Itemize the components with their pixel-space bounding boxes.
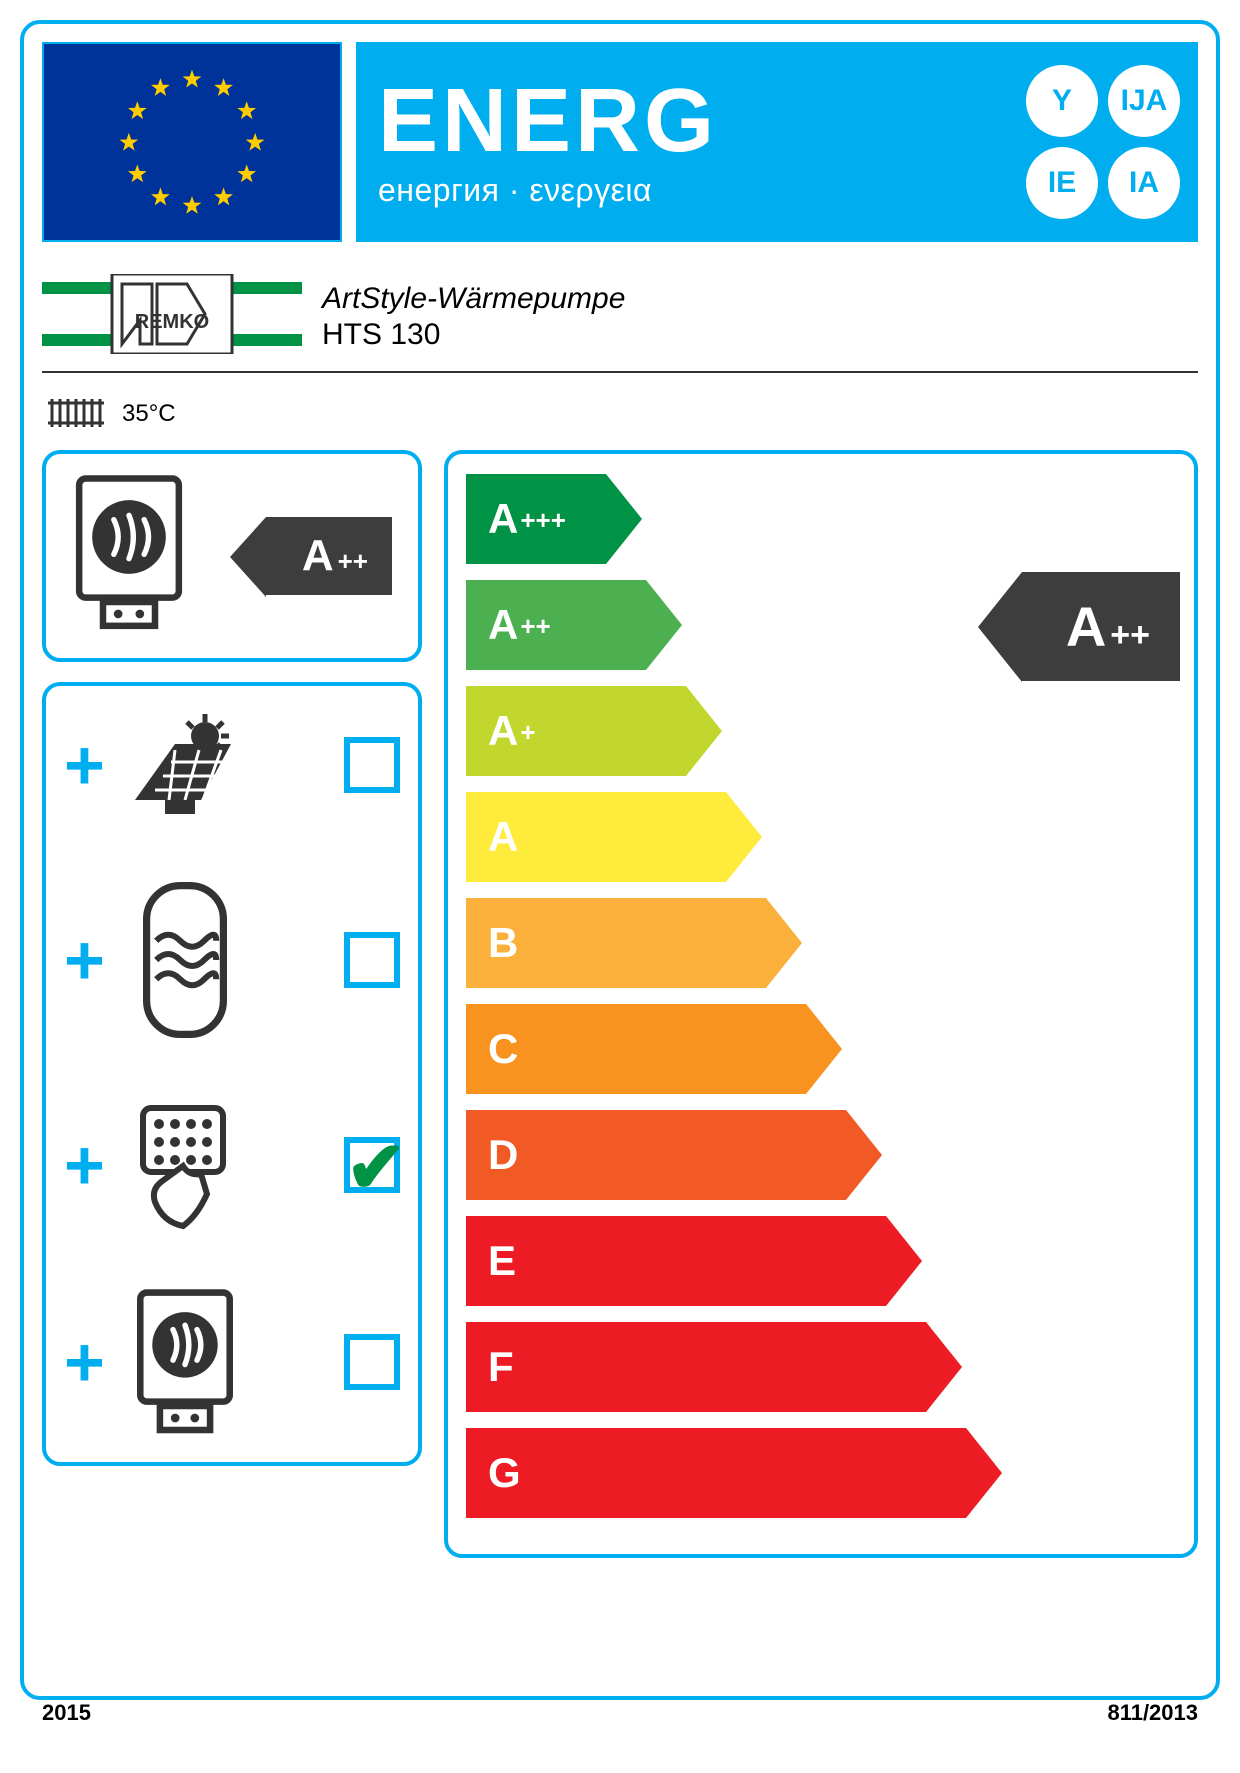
energ-title: ENERG	[378, 76, 1026, 166]
rating-indicator-tag: A++	[1022, 572, 1180, 681]
scale-arrow: F	[466, 1322, 926, 1412]
product-model: HTS 130	[322, 318, 1198, 352]
scale-row-b: B	[466, 898, 1176, 988]
scale-arrow: D	[466, 1110, 846, 1200]
option-solar-checkbox	[344, 737, 400, 793]
remko-logo-svg: REMKO	[42, 274, 302, 354]
device-rating-letter: A	[302, 531, 334, 581]
scale-row-f: F	[466, 1322, 1176, 1412]
eu-stars-svg	[44, 44, 340, 241]
temperature-row: 35°C	[42, 381, 1198, 450]
product-name: ArtStyle-Wärmepumpe	[322, 282, 1198, 316]
option-heatpump2-checkbox	[344, 1334, 400, 1390]
option-control: + ✔	[64, 1100, 400, 1230]
device-rating-plus: ++	[338, 546, 368, 577]
efficiency-scale-panel: A+++ A++ A++ A+ ABCDEFG	[444, 450, 1198, 1558]
scale-row-a3plus: A+++	[466, 474, 1176, 564]
header-row: ENERG енергия · ενεργεια Y IJA IE IA	[42, 42, 1198, 242]
energ-banner: ENERG енергия · ενεργεια Y IJA IE IA	[356, 42, 1198, 242]
heat-pump-icon	[64, 472, 194, 640]
option-tank-checkbox	[344, 932, 400, 988]
scale-row-g: G	[466, 1428, 1176, 1518]
footer: 2015 811/2013	[42, 1700, 1198, 1726]
option-control-checkbox: ✔	[344, 1137, 400, 1193]
bubble-ia: IA	[1108, 147, 1180, 219]
energ-subtitle: енергия · ενεργεια	[378, 172, 1026, 209]
footer-regulation: 811/2013	[1107, 1700, 1198, 1726]
right-column: A+++ A++ A++ A+ ABCDEFG	[444, 450, 1198, 1558]
scale-arrow: A+++	[466, 474, 606, 564]
solar-icon	[125, 710, 245, 820]
scale-arrow: B	[466, 898, 766, 988]
scale-row-a1plus: A+	[466, 686, 1176, 776]
eu-flag	[42, 42, 342, 242]
scale-arrow: C	[466, 1004, 806, 1094]
heat-pump-icon	[125, 1286, 245, 1439]
radiator-icon	[48, 391, 108, 436]
scale-arrow: A++	[466, 580, 646, 670]
plus-icon: +	[64, 925, 105, 995]
plus-icon: +	[64, 730, 105, 800]
scale-arrow: A	[466, 792, 726, 882]
plus-icon: +	[64, 1327, 105, 1397]
bubble-ie: IE	[1026, 147, 1098, 219]
footer-year: 2015	[42, 1700, 91, 1726]
scale-row-a: A	[466, 792, 1176, 882]
scale-arrow: G	[466, 1428, 966, 1518]
energ-text: ENERG енергия · ενεργεια	[378, 76, 1026, 209]
control-icon	[125, 1100, 245, 1230]
product-info: ArtStyle-Wärmepumpe HTS 130	[322, 282, 1198, 352]
device-rating-panel: A++	[42, 450, 422, 662]
scale-arrow: A+	[466, 686, 686, 776]
left-column: A++ +	[42, 450, 422, 1558]
scale-row-e: E	[466, 1216, 1176, 1306]
main-grid: A++ +	[42, 450, 1198, 1558]
product-row: REMKO ArtStyle-Wärmepumpe HTS 130	[42, 260, 1198, 373]
manufacturer-logo: REMKO	[42, 274, 302, 359]
scale-arrow: E	[466, 1216, 886, 1306]
options-panel: + +	[42, 682, 422, 1467]
svg-text:REMKO: REMKO	[135, 311, 209, 333]
plus-icon: +	[64, 1130, 105, 1200]
rating-indicator: A++	[1022, 572, 1180, 681]
bubble-y: Y	[1026, 65, 1098, 137]
option-tank: +	[64, 876, 400, 1044]
scale-row-c: C	[466, 1004, 1176, 1094]
option-solar: +	[64, 710, 400, 820]
tank-icon	[125, 876, 245, 1044]
energ-suffix-bubbles: Y IJA IE IA	[1026, 65, 1180, 219]
option-heatpump2: +	[64, 1286, 400, 1439]
scale-row-d: D	[466, 1110, 1176, 1200]
device-rating-tag: A++	[266, 517, 392, 595]
energy-label: ENERG енергия · ενεργεια Y IJA IE IA REM…	[20, 20, 1220, 1700]
check-icon: ✔	[346, 1125, 406, 1209]
temperature-value: 35°C	[122, 400, 176, 428]
bubble-ija: IJA	[1108, 65, 1180, 137]
